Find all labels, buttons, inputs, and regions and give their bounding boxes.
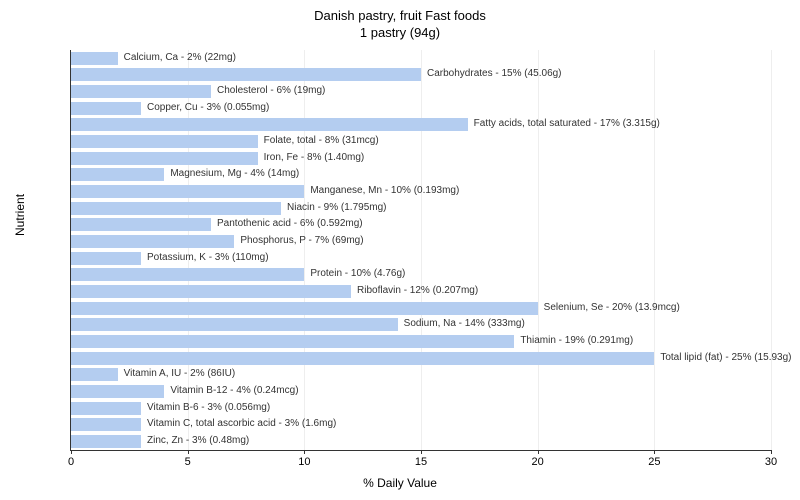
- x-tick-mark: [421, 450, 422, 454]
- bar-label: Sodium, Na - 14% (333mg): [404, 318, 525, 329]
- chart-title: Danish pastry, fruit Fast foods 1 pastry…: [0, 0, 800, 42]
- bar-label: Phosphorus, P - 7% (69mg): [240, 235, 363, 246]
- y-axis-label: Nutrient: [13, 194, 27, 236]
- bar-label: Carbohydrates - 15% (45.06g): [427, 68, 562, 79]
- bar: Copper, Cu - 3% (0.055mg): [71, 102, 141, 115]
- bar: Thiamin - 19% (0.291mg): [71, 335, 514, 348]
- bar-row: Zinc, Zn - 3% (0.48mg): [71, 433, 771, 450]
- x-tick-mark: [304, 450, 305, 454]
- bar-label: Fatty acids, total saturated - 17% (3.31…: [474, 118, 660, 129]
- bar-row: Iron, Fe - 8% (1.40mg): [71, 150, 771, 167]
- bar-label: Calcium, Ca - 2% (22mg): [124, 52, 236, 63]
- bar-label: Iron, Fe - 8% (1.40mg): [264, 152, 365, 163]
- bar: Folate, total - 8% (31mcg): [71, 135, 258, 148]
- bar-row: Cholesterol - 6% (19mg): [71, 83, 771, 100]
- bar: Phosphorus, P - 7% (69mg): [71, 235, 234, 248]
- bar-label: Vitamin B-12 - 4% (0.24mcg): [170, 385, 298, 396]
- bar-label: Vitamin C, total ascorbic acid - 3% (1.6…: [147, 418, 336, 429]
- bar-row: Protein - 10% (4.76g): [71, 267, 771, 284]
- bar: Magnesium, Mg - 4% (14mg): [71, 168, 164, 181]
- bar: Riboflavin - 12% (0.207mg): [71, 285, 351, 298]
- bar-row: Pantothenic acid - 6% (0.592mg): [71, 217, 771, 234]
- nutrient-chart: Danish pastry, fruit Fast foods 1 pastry…: [0, 0, 800, 500]
- bar-label: Pantothenic acid - 6% (0.592mg): [217, 218, 363, 229]
- bar-row: Riboflavin - 12% (0.207mg): [71, 283, 771, 300]
- bar: Selenium, Se - 20% (13.9mcg): [71, 302, 538, 315]
- bar-label: Riboflavin - 12% (0.207mg): [357, 285, 478, 296]
- x-tick-label: 30: [765, 456, 777, 468]
- bar: Vitamin B-12 - 4% (0.24mcg): [71, 385, 164, 398]
- x-tick-label: 20: [532, 456, 544, 468]
- x-tick-mark: [771, 450, 772, 454]
- bar-row: Total lipid (fat) - 25% (15.93g): [71, 350, 771, 367]
- bar: Carbohydrates - 15% (45.06g): [71, 68, 421, 81]
- bar-row: Vitamin B-6 - 3% (0.056mg): [71, 400, 771, 417]
- bar-row: Fatty acids, total saturated - 17% (3.31…: [71, 117, 771, 134]
- bar: Niacin - 9% (1.795mg): [71, 202, 281, 215]
- bar: Potassium, K - 3% (110mg): [71, 252, 141, 265]
- x-tick-label: 0: [68, 456, 74, 468]
- bars-layer: Calcium, Ca - 2% (22mg) Carbohydrates - 1…: [71, 50, 771, 450]
- bar-row: Vitamin A, IU - 2% (86IU): [71, 366, 771, 383]
- bar: Calcium, Ca - 2% (22mg): [71, 52, 118, 65]
- x-tick-label: 10: [298, 456, 310, 468]
- bar-label: Vitamin B-6 - 3% (0.056mg): [147, 402, 270, 413]
- bar: Vitamin B-6 - 3% (0.056mg): [71, 402, 141, 415]
- bar: Iron, Fe - 8% (1.40mg): [71, 152, 258, 165]
- bar-label: Total lipid (fat) - 25% (15.93g): [660, 352, 791, 363]
- bar-row: Calcium, Ca - 2% (22mg): [71, 50, 771, 67]
- bar-label: Cholesterol - 6% (19mg): [217, 85, 325, 96]
- bar-label: Vitamin A, IU - 2% (86IU): [124, 368, 236, 379]
- bar-row: Copper, Cu - 3% (0.055mg): [71, 100, 771, 117]
- bar-row: Selenium, Se - 20% (13.9mcg): [71, 300, 771, 317]
- bar: Manganese, Mn - 10% (0.193mg): [71, 185, 304, 198]
- bar-row: Niacin - 9% (1.795mg): [71, 200, 771, 217]
- bar: Total lipid (fat) - 25% (15.93g): [71, 352, 654, 365]
- title-line1: Danish pastry, fruit Fast foods: [314, 8, 486, 23]
- bar-row: Sodium, Na - 14% (333mg): [71, 317, 771, 334]
- bar-label: Niacin - 9% (1.795mg): [287, 202, 386, 213]
- bar-row: Thiamin - 19% (0.291mg): [71, 333, 771, 350]
- bar: Protein - 10% (4.76g): [71, 268, 304, 281]
- grid-line: [771, 50, 772, 450]
- bar: Zinc, Zn - 3% (0.48mg): [71, 435, 141, 448]
- x-tick-mark: [188, 450, 189, 454]
- x-tick-label: 25: [648, 456, 660, 468]
- bar-row: Carbohydrates - 15% (45.06g): [71, 67, 771, 84]
- bar-label: Copper, Cu - 3% (0.055mg): [147, 102, 269, 113]
- bar-row: Folate, total - 8% (31mcg): [71, 133, 771, 150]
- bar-label: Folate, total - 8% (31mcg): [264, 135, 379, 146]
- bar: Fatty acids, total saturated - 17% (3.31…: [71, 118, 468, 131]
- bar-row: Manganese, Mn - 10% (0.193mg): [71, 183, 771, 200]
- bar-label: Zinc, Zn - 3% (0.48mg): [147, 435, 249, 446]
- x-tick-label: 15: [415, 456, 427, 468]
- x-tick-label: 5: [185, 456, 191, 468]
- bar-label: Thiamin - 19% (0.291mg): [520, 335, 633, 346]
- title-line2: 1 pastry (94g): [360, 25, 440, 40]
- x-tick-mark: [71, 450, 72, 454]
- bar-label: Magnesium, Mg - 4% (14mg): [170, 168, 299, 179]
- bar-label: Manganese, Mn - 10% (0.193mg): [310, 185, 459, 196]
- bar: Cholesterol - 6% (19mg): [71, 85, 211, 98]
- bar: Pantothenic acid - 6% (0.592mg): [71, 218, 211, 231]
- bar-label: Selenium, Se - 20% (13.9mcg): [544, 302, 680, 313]
- bar-label: Protein - 10% (4.76g): [310, 268, 405, 279]
- bar-label: Potassium, K - 3% (110mg): [147, 252, 269, 263]
- bar-row: Vitamin C, total ascorbic acid - 3% (1.6…: [71, 416, 771, 433]
- plot-area: Calcium, Ca - 2% (22mg) Carbohydrates - 1…: [70, 50, 771, 451]
- bar-row: Potassium, K - 3% (110mg): [71, 250, 771, 267]
- x-axis-label: % Daily Value: [363, 476, 437, 490]
- bar-row: Magnesium, Mg - 4% (14mg): [71, 167, 771, 184]
- bar: Sodium, Na - 14% (333mg): [71, 318, 398, 331]
- x-tick-mark: [654, 450, 655, 454]
- bar-row: Vitamin B-12 - 4% (0.24mcg): [71, 383, 771, 400]
- bar-row: Phosphorus, P - 7% (69mg): [71, 233, 771, 250]
- bar: Vitamin A, IU - 2% (86IU): [71, 368, 118, 381]
- x-tick-mark: [538, 450, 539, 454]
- bar: Vitamin C, total ascorbic acid - 3% (1.6…: [71, 418, 141, 431]
